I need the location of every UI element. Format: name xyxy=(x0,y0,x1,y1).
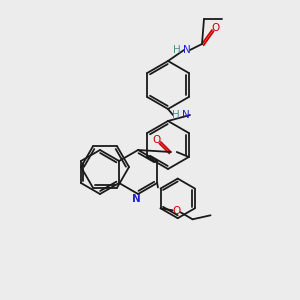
Text: O: O xyxy=(153,135,161,145)
Text: H: H xyxy=(173,45,181,55)
Text: N: N xyxy=(132,194,140,204)
Text: N: N xyxy=(182,110,190,120)
Text: N: N xyxy=(183,45,191,55)
Text: H: H xyxy=(172,110,180,120)
Text: O: O xyxy=(172,206,181,216)
Text: O: O xyxy=(212,23,220,33)
